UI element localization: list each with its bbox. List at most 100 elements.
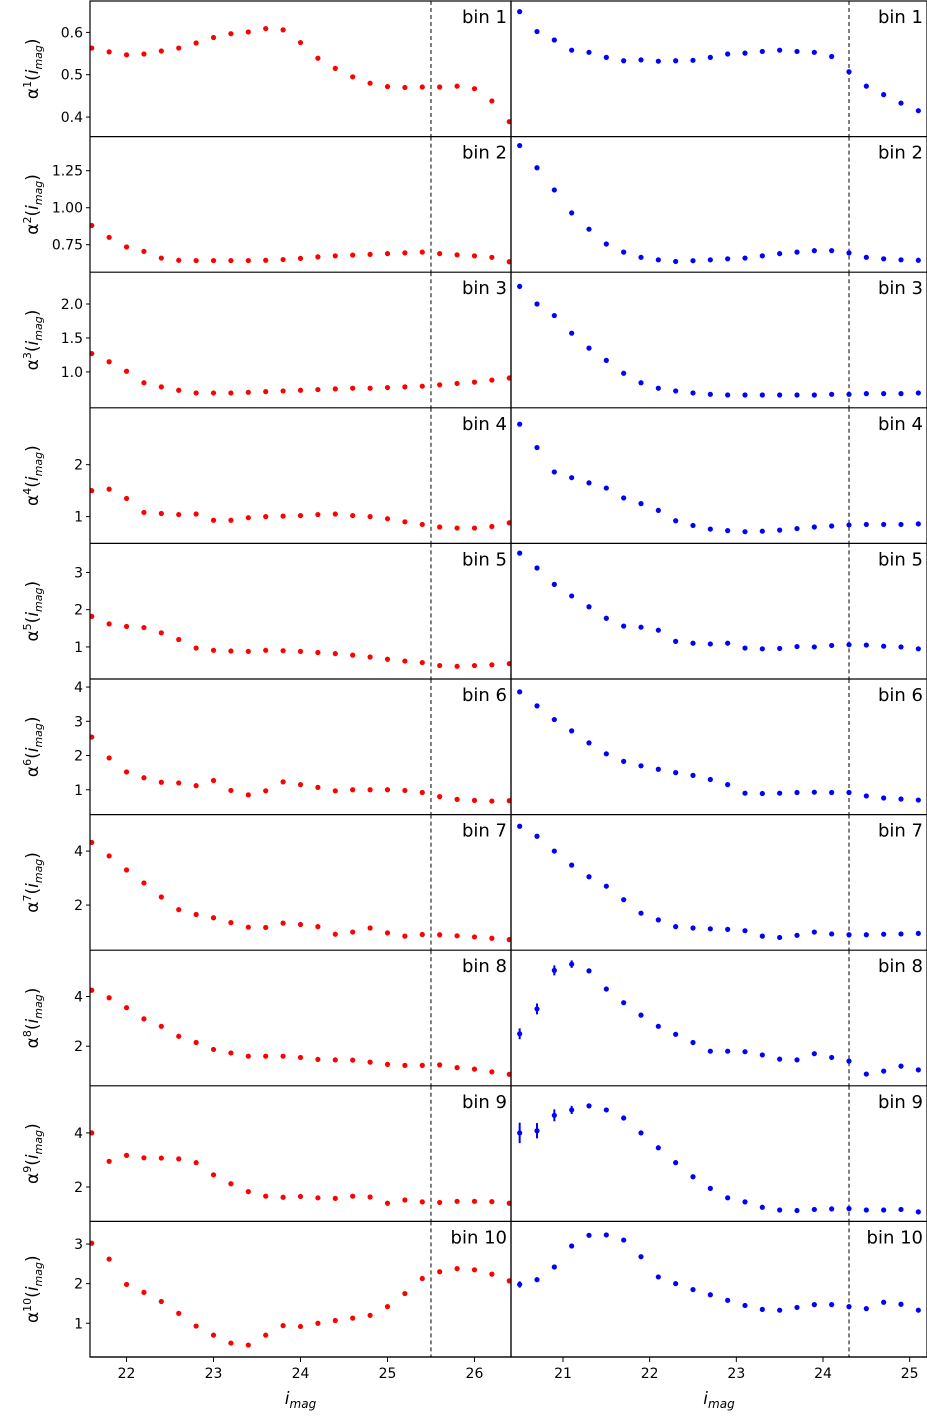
data-point [794,1057,800,1063]
data-point [638,501,644,507]
panel-plot-area [90,1221,511,1357]
panel-right-bin-3: bin 3 [517,272,923,408]
data-point [742,50,748,56]
data-point [367,787,373,793]
y-title-close: ) [23,1123,43,1130]
data-point [437,662,443,669]
data-point [176,780,182,786]
data-point [454,1065,460,1071]
data-point [141,624,147,631]
data-point [506,259,511,265]
data-point [742,1049,748,1055]
data-point [210,777,217,784]
data-point [419,249,425,255]
data-point [846,1058,852,1064]
data-point [707,526,713,532]
data-point [367,1312,373,1318]
data-point [123,244,130,250]
data-point [158,894,164,900]
data-point [210,647,217,653]
data-point [141,248,147,254]
y-axis-title: α8(imag) [21,988,45,1049]
data-point [742,529,748,535]
data-point [863,254,869,260]
data-point [794,249,800,255]
data-point [437,932,443,938]
data-point [437,84,443,90]
data-point [350,1193,356,1199]
y-tick-label: 0.5 [61,68,83,84]
data-point [725,392,731,398]
data-point [777,790,783,796]
data-point [586,226,592,232]
data-point [402,1197,408,1203]
data-point [742,928,748,934]
data-point [454,83,460,89]
x-tick-label: 22 [118,1366,136,1382]
data-point [725,256,731,262]
bin-label: bin 1 [878,7,923,28]
y-title-alpha: α [23,630,43,641]
y-axis-title: α10(imag) [21,1255,45,1323]
data-point [471,379,478,385]
data-point [690,522,696,529]
data-point [794,525,800,532]
data-point [811,392,817,398]
y-title-paren: ( [23,752,43,759]
bin-label: bin 9 [878,1092,923,1113]
data-point [915,797,921,803]
data-point [176,907,182,913]
panel-right-bin-1: bin 1 [517,1,923,137]
data-point [811,929,817,935]
data-point [846,1304,852,1310]
panel-plot-area [90,1,511,137]
panel-plot-area [90,272,511,408]
data-point [811,49,817,55]
data-point [158,1298,164,1305]
bin-label: bin 8 [878,956,923,977]
data-point [811,1051,817,1057]
panel-plot-area [90,136,511,273]
panel-right-bin-9: bin 9 [517,1085,923,1222]
y-tick-label: 4 [74,680,83,696]
data-point [881,1068,887,1074]
data-point [621,495,627,501]
data-point [586,1232,592,1238]
data-point [471,86,478,92]
data-point [534,1277,540,1283]
data-point [419,1199,425,1205]
data-point [673,1160,679,1166]
data-point [534,28,540,35]
panel-left-bin-5: 1 2 3 α5(imag) bin 5 [21,543,511,679]
data-point [777,392,783,398]
data-point [569,1243,575,1249]
data-point [210,1332,217,1338]
data-point [829,789,835,796]
data-point [506,798,511,804]
data-point [263,788,269,794]
data-point [655,1145,661,1151]
bin-label: bin 3 [878,278,923,299]
data-point [402,1290,408,1297]
data-point [621,58,627,64]
data-point [245,924,251,930]
data-point [367,385,373,391]
data-point [90,987,95,993]
data-point [655,257,661,263]
y-title-paren: ( [23,74,43,81]
data-point [794,1304,800,1311]
data-point [332,931,338,937]
data-point [419,521,425,528]
data-point [551,1112,557,1118]
y-axis-title: α4(imag) [21,445,45,506]
data-point [690,258,696,264]
data-point [489,377,495,383]
y-tick-label: 2 [74,1039,83,1055]
data-point [141,380,147,386]
y-title-alpha: α [23,1037,43,1048]
data-point [280,27,286,33]
data-point [176,387,182,393]
data-point [367,1059,373,1065]
data-point [454,1266,460,1272]
data-point [759,528,765,534]
